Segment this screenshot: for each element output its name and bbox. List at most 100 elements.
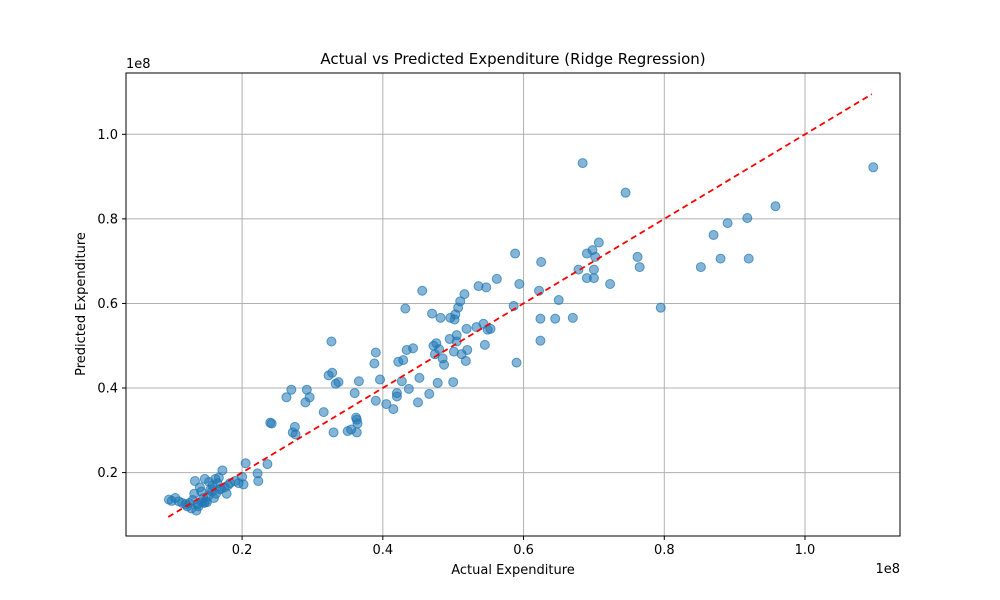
data-point — [588, 264, 599, 275]
data-point — [238, 479, 249, 490]
x-tick-label: 0.8 — [654, 543, 675, 558]
data-point — [375, 374, 386, 385]
data-point — [577, 158, 588, 169]
data-point — [370, 347, 381, 358]
data-point — [588, 273, 599, 284]
data-point — [460, 355, 471, 366]
data-point — [451, 330, 462, 341]
data-point — [514, 278, 525, 289]
data-point — [266, 418, 277, 429]
y-tick-label: 1.0 — [97, 128, 118, 143]
data-point — [427, 308, 438, 319]
data-point — [398, 355, 409, 366]
data-point — [217, 465, 228, 476]
data-point — [403, 383, 414, 394]
y-offset-label: 1e8 — [126, 57, 151, 72]
data-point — [414, 372, 425, 383]
data-point — [369, 358, 380, 369]
data-point — [742, 213, 753, 224]
plot-frame — [125, 72, 901, 537]
data-point — [567, 312, 578, 323]
data-point — [511, 357, 522, 368]
data-point — [400, 303, 411, 314]
data-point — [868, 162, 879, 173]
data-point — [351, 427, 362, 438]
x-tick-label: 0.4 — [372, 543, 393, 558]
data-point — [327, 367, 338, 378]
y-tick-label: 0.4 — [97, 382, 118, 397]
data-point — [439, 359, 450, 370]
reference-line-layer — [167, 93, 873, 518]
data-point — [535, 335, 546, 346]
axis-ticks: 0.2 0.4 0.6 0.8 1.0 0.2 0.4 0.6 0.8 1.0 — [97, 128, 815, 558]
data-point — [424, 388, 435, 399]
data-point — [479, 339, 490, 350]
data-point — [550, 313, 561, 324]
data-point — [290, 429, 301, 440]
data-point — [281, 392, 292, 403]
data-point — [221, 488, 232, 499]
x-tick-label: 0.2 — [232, 543, 253, 558]
data-point — [432, 377, 443, 388]
data-point — [448, 377, 459, 388]
data-point — [353, 376, 364, 387]
y-tick-label: 0.2 — [97, 466, 118, 481]
data-point — [333, 377, 344, 388]
chart-title: Actual vs Predicted Expenditure (Ridge R… — [320, 50, 705, 68]
data-point — [381, 399, 392, 410]
data-point — [590, 251, 601, 262]
data-point — [396, 376, 407, 387]
data-point — [708, 229, 719, 240]
data-point — [408, 343, 419, 354]
data-point — [417, 285, 428, 296]
data-point — [491, 273, 502, 284]
data-point — [695, 262, 706, 273]
data-point — [722, 218, 733, 229]
y-tick-label: 0.8 — [97, 212, 118, 227]
data-point — [510, 248, 521, 259]
data-point — [655, 302, 666, 313]
data-point — [620, 187, 631, 198]
data-point — [435, 312, 446, 323]
x-tick-label: 0.6 — [513, 543, 534, 558]
data-point — [743, 253, 754, 264]
data-point — [391, 388, 402, 399]
data-point — [455, 296, 466, 307]
data-point — [715, 253, 726, 264]
data-point — [632, 251, 643, 262]
data-point — [605, 278, 616, 289]
data-point — [240, 458, 251, 469]
y-tick-label: 0.6 — [97, 297, 118, 312]
data-point — [634, 262, 645, 273]
y-axis-label: Predicted Expenditure — [74, 232, 89, 376]
data-point — [536, 257, 547, 268]
data-point — [535, 313, 546, 324]
data-point — [553, 295, 564, 306]
data-point — [461, 323, 472, 334]
data-point — [326, 336, 337, 347]
data-points — [163, 158, 879, 516]
data-point — [462, 344, 473, 355]
data-point — [318, 407, 329, 418]
x-offset-label: 1e8 — [875, 562, 900, 577]
data-point — [413, 397, 424, 408]
x-tick-label: 1.0 — [795, 543, 816, 558]
x-axis-label: Actual Expenditure — [451, 563, 575, 578]
data-point — [593, 237, 604, 248]
data-point — [459, 289, 470, 300]
data-point — [304, 392, 315, 403]
data-point — [434, 344, 445, 355]
data-point — [262, 459, 273, 470]
data-point — [388, 404, 399, 415]
data-point — [253, 476, 264, 487]
data-point — [349, 388, 360, 399]
data-point — [481, 282, 492, 293]
data-point — [328, 427, 339, 438]
data-point — [286, 384, 297, 395]
reference-line — [167, 93, 873, 518]
data-point — [370, 395, 381, 406]
data-point — [770, 201, 781, 212]
